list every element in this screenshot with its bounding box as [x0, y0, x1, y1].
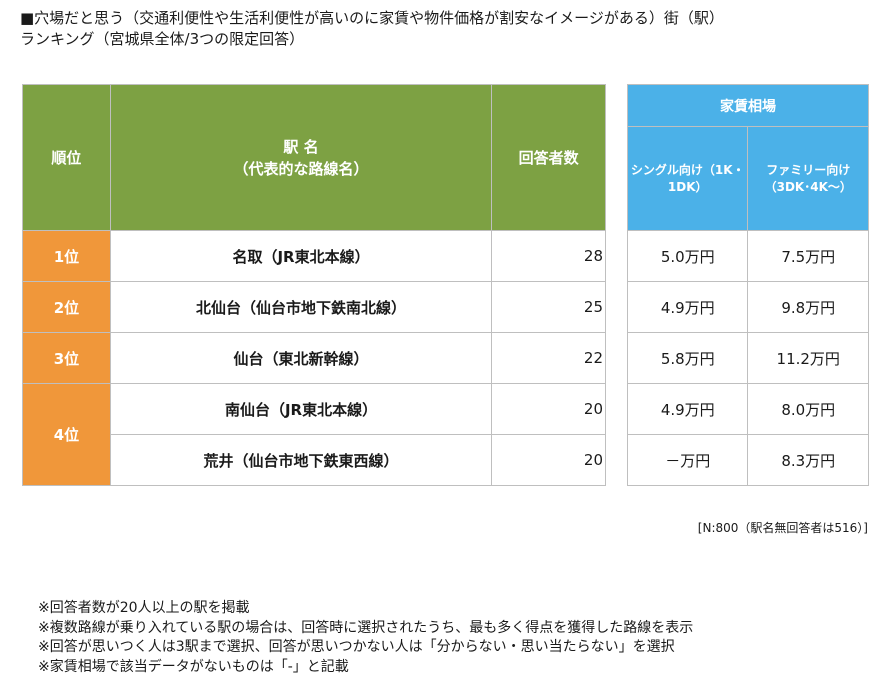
rent-header: 家賃相場	[627, 84, 869, 127]
footnote: ※複数路線が乗り入れている駅の場合は、回答時に選択されたうち、最も多く得点を獲得…	[38, 619, 694, 636]
table-row: 1位 名取（JR東北本線） 28	[22, 230, 606, 282]
table-row: 荒井（仙台市地下鉄東西線） 20	[23, 434, 606, 486]
table-row: 2位 北仙台（仙台市地下鉄南北線） 25	[22, 281, 606, 333]
footnote: ※回答が思いつく人は3駅まで選択、回答が思いつかない人は「分からない・思い当たら…	[38, 639, 675, 655]
rank-cell: 3位	[22, 332, 111, 384]
table-row: 4.9万円 9.8万円	[626, 281, 869, 333]
single-header: シングル向け（1K・ 1DK）	[626, 126, 749, 231]
count-header: 回答者数	[491, 84, 606, 231]
station-header-line-2: （代表的な路線名）	[233, 159, 369, 178]
table-row: 5.0万円 7.5万円	[626, 230, 869, 282]
single-header-line-1: シングル向け（1K・	[630, 162, 745, 177]
footnotes: ※回答者数が20人以上の駅を掲載 ※複数路線が乗り入れている駅の場合は、回答時に…	[38, 599, 693, 677]
table-row: 3位 仙台（東北新幹線） 22	[22, 332, 606, 384]
sample-size-note: [N:800（駅名無回答者は516）]	[697, 521, 868, 535]
station-cell: 北仙台（仙台市地下鉄南北線）	[109, 281, 493, 333]
station-cell: 南仙台（JR東北本線）	[109, 383, 493, 435]
single-header-line-2: 1DK）	[667, 179, 708, 194]
table-row: 5.8万円 11.2万円	[626, 332, 869, 384]
ranking-header-row: 順位 駅 名 （代表的な路線名） 回答者数	[22, 84, 606, 231]
family-header: ファミリー向け （3DK･4K～）	[747, 126, 869, 231]
rent-header-row: 家賃相場	[627, 84, 869, 127]
count-cell: 20	[491, 434, 606, 486]
ranking-table: 順位 駅 名 （代表的な路線名） 回答者数 1位 名取（JR東北本線） 28 2…	[22, 84, 606, 486]
rank-cell: 2位	[22, 281, 111, 333]
family-header-line-1: ファミリー向け	[766, 162, 851, 177]
single-rent-cell: 5.8万円	[626, 332, 749, 384]
station-cell: 荒井（仙台市地下鉄東西線）	[109, 434, 493, 486]
table-row: －万円 8.3万円	[626, 434, 869, 486]
count-cell: 20	[491, 383, 606, 435]
page-title: ■穴場だと思う（交通利便性や生活利便性が高いのに家賃や物件価格が割安なイメージが…	[20, 8, 880, 50]
rent-table: 家賃相場 シングル向け（1K・ 1DK） ファミリー向け （3DK･4K～） 5…	[626, 84, 869, 486]
footnote: ※家賃相場で該当データがないものは「-」と記載	[38, 658, 349, 675]
station-header: 駅 名 （代表的な路線名）	[109, 84, 493, 231]
family-rent-cell: 8.3万円	[747, 434, 869, 486]
family-rent-cell: 7.5万円	[747, 230, 869, 282]
table-row: 4.9万円 8.0万円	[626, 383, 869, 435]
family-rent-cell: 9.8万円	[747, 281, 869, 333]
title-line-1: ■穴場だと思う（交通利便性や生活利便性が高いのに家賃や物件価格が割安なイメージが…	[20, 9, 724, 27]
station-header-line-1: 駅 名	[283, 137, 319, 156]
footnote: ※回答者数が20人以上の駅を掲載	[38, 600, 250, 616]
station-cell: 仙台（東北新幹線）	[109, 332, 493, 384]
rank-cell: 1位	[22, 230, 111, 282]
family-rent-cell: 8.0万円	[747, 383, 869, 435]
single-rent-cell: 4.9万円	[626, 281, 749, 333]
count-cell: 22	[491, 332, 606, 384]
family-header-line-2: （3DK･4K～）	[764, 179, 852, 194]
table-row: 4位 南仙台（JR東北本線） 20	[22, 383, 606, 486]
family-rent-cell: 11.2万円	[747, 332, 869, 384]
title-line-2: ランキング（宮城県全体/3つの限定回答）	[20, 30, 305, 48]
count-cell: 25	[491, 281, 606, 333]
single-rent-cell: 5.0万円	[626, 230, 749, 282]
rent-subheader-row: シングル向け（1K・ 1DK） ファミリー向け （3DK･4K～）	[626, 126, 869, 231]
rank-header: 順位	[22, 84, 111, 231]
count-cell: 28	[491, 230, 606, 282]
single-rent-cell: 4.9万円	[626, 383, 749, 435]
rank-cell: 4位	[22, 383, 111, 486]
station-cell: 名取（JR東北本線）	[109, 230, 493, 282]
single-rent-cell: －万円	[626, 434, 749, 486]
